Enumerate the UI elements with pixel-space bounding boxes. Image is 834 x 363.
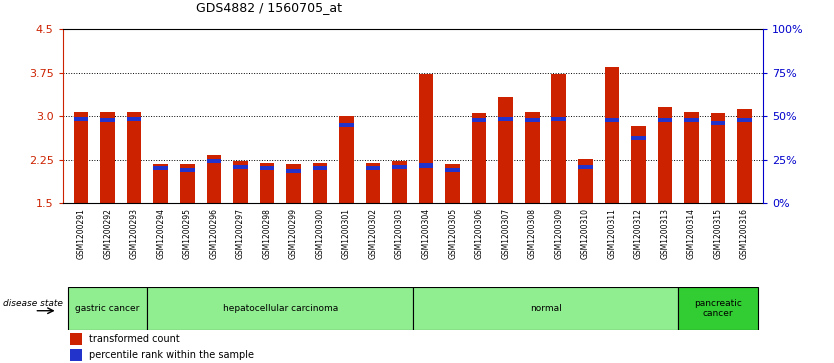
Text: GSM1200309: GSM1200309 [555, 208, 563, 259]
Text: GSM1200297: GSM1200297 [236, 208, 245, 258]
Bar [658, 107, 672, 203]
Bar [127, 111, 142, 203]
Bar [472, 113, 486, 203]
Bar [153, 166, 168, 171]
Bar [605, 118, 619, 122]
Bar [419, 74, 434, 203]
Bar [339, 123, 354, 127]
Bar [392, 165, 407, 169]
Bar [69, 333, 83, 345]
Text: GSM1200293: GSM1200293 [130, 208, 138, 258]
Text: disease state: disease state [3, 299, 63, 308]
Text: pancreatic
cancer: pancreatic cancer [694, 299, 742, 318]
Bar [207, 155, 221, 203]
Text: percentile rank within the sample: percentile rank within the sample [89, 350, 254, 360]
Bar [180, 168, 194, 172]
Bar [100, 118, 115, 122]
Bar [233, 165, 248, 169]
Text: GSM1200292: GSM1200292 [103, 208, 112, 258]
Text: GSM1200308: GSM1200308 [528, 208, 537, 258]
Text: normal: normal [530, 304, 561, 313]
Bar [74, 117, 88, 121]
Bar [631, 126, 646, 203]
Bar [472, 118, 486, 122]
Bar [392, 161, 407, 203]
Bar [737, 109, 751, 203]
Bar [658, 118, 672, 122]
Text: GSM1200305: GSM1200305 [448, 208, 457, 259]
Bar [233, 161, 248, 203]
Bar [339, 116, 354, 203]
Bar [499, 97, 513, 203]
Text: GSM1200303: GSM1200303 [395, 208, 404, 259]
Bar [631, 136, 646, 140]
Text: transformed count: transformed count [89, 334, 180, 344]
Text: GSM1200315: GSM1200315 [714, 208, 722, 258]
Text: gastric cancer: gastric cancer [75, 304, 140, 313]
Bar [551, 117, 566, 121]
Text: GSM1200306: GSM1200306 [475, 208, 484, 259]
Text: GSM1200298: GSM1200298 [263, 208, 271, 258]
Bar [413, 287, 678, 330]
Text: GSM1200299: GSM1200299 [289, 208, 298, 258]
Bar [313, 166, 327, 171]
Text: GSM1200310: GSM1200310 [580, 208, 590, 258]
Bar [69, 349, 83, 362]
Bar [605, 67, 619, 203]
Text: GSM1200304: GSM1200304 [422, 208, 430, 259]
Bar [180, 164, 194, 203]
Bar [419, 163, 434, 168]
Bar [207, 159, 221, 163]
Bar [313, 163, 327, 203]
Text: GSM1200302: GSM1200302 [369, 208, 378, 258]
Bar [711, 121, 726, 125]
Bar [445, 168, 460, 172]
Bar [578, 165, 593, 169]
Text: GSM1200307: GSM1200307 [501, 208, 510, 259]
Bar [525, 111, 540, 203]
Text: GSM1200296: GSM1200296 [209, 208, 219, 258]
Bar [366, 166, 380, 171]
Bar [286, 164, 301, 203]
Bar [578, 159, 593, 203]
Text: GDS4882 / 1560705_at: GDS4882 / 1560705_at [196, 1, 342, 15]
Text: GSM1200316: GSM1200316 [740, 208, 749, 258]
Text: GSM1200291: GSM1200291 [77, 208, 86, 258]
Bar [737, 118, 751, 122]
Bar [127, 117, 142, 121]
Text: GSM1200311: GSM1200311 [607, 208, 616, 258]
Bar [684, 111, 699, 203]
Bar [286, 169, 301, 173]
Text: GSM1200301: GSM1200301 [342, 208, 351, 258]
Text: GSM1200300: GSM1200300 [315, 208, 324, 259]
Text: GSM1200312: GSM1200312 [634, 208, 643, 258]
Bar [68, 287, 148, 330]
Bar [499, 117, 513, 121]
Text: GSM1200313: GSM1200313 [661, 208, 670, 258]
Text: GSM1200314: GSM1200314 [687, 208, 696, 258]
Bar [551, 74, 566, 203]
Bar [153, 164, 168, 203]
Text: GSM1200294: GSM1200294 [156, 208, 165, 258]
Bar [100, 111, 115, 203]
Bar [684, 118, 699, 122]
Bar [678, 287, 758, 330]
Bar [366, 163, 380, 203]
Text: hepatocellular carcinoma: hepatocellular carcinoma [223, 304, 338, 313]
Bar [259, 163, 274, 203]
Bar [525, 118, 540, 122]
Bar [711, 113, 726, 203]
Bar [148, 287, 413, 330]
Bar [445, 164, 460, 203]
Bar [74, 111, 88, 203]
Bar [259, 166, 274, 171]
Text: GSM1200295: GSM1200295 [183, 208, 192, 258]
